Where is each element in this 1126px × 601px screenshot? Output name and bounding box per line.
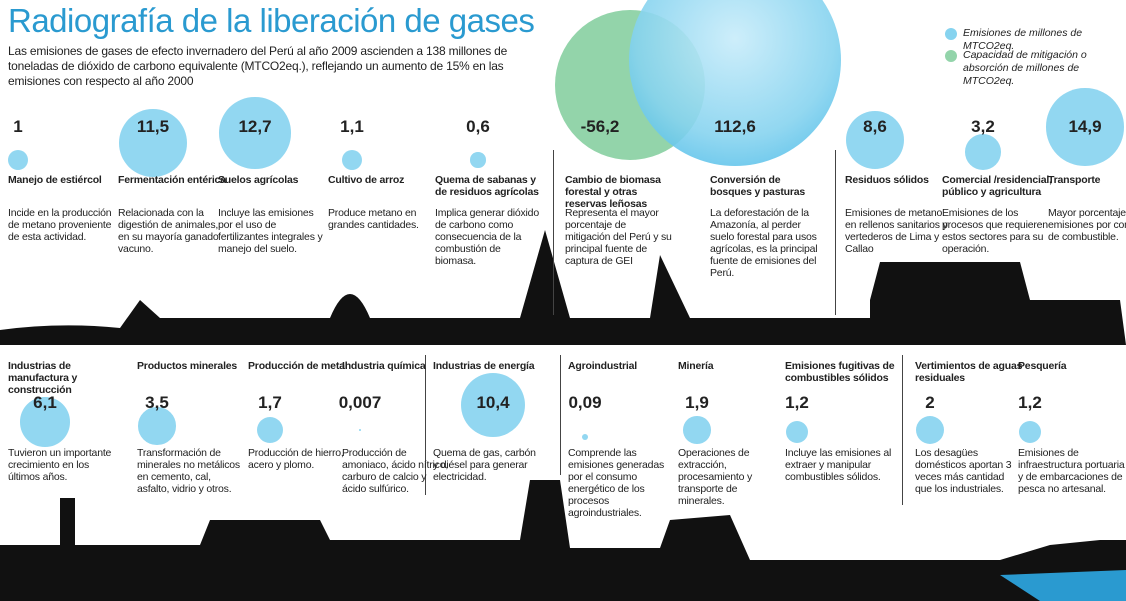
bubble: [786, 421, 808, 443]
legend-swatch: [945, 50, 957, 62]
item-description: Mayor porcentaje de emisiones por consum…: [1048, 207, 1126, 243]
title: Radiografía de la liberación de gases: [8, 2, 535, 39]
value-label: 1,9: [685, 393, 709, 412]
separator: [425, 355, 426, 495]
value-label: 12,7: [238, 117, 272, 136]
value-label: 3,2: [971, 117, 995, 136]
value-label: 1,7: [258, 393, 282, 412]
value-label: 6,1: [33, 393, 57, 412]
value-label: 14,9: [1068, 117, 1102, 136]
separator: [553, 150, 554, 315]
bubble: [359, 429, 361, 431]
value-label: 1,1: [340, 117, 364, 136]
item-name: Manejo de estiércol: [8, 174, 102, 186]
item-name: Fermentación entérica: [118, 174, 226, 186]
value-label: -56,2: [580, 117, 620, 136]
bubble: [628, 0, 842, 167]
item-description: Implica generar dióxido de carbono como …: [435, 207, 539, 267]
bubble: [219, 97, 291, 169]
value-label: 2: [925, 393, 935, 412]
item-description: Emisiones de los procesos que requieren …: [942, 207, 1048, 255]
item-name: Industrias de manufactura y construcción: [8, 360, 78, 396]
value-label: 1,2: [785, 393, 809, 412]
item-name: Emisiones fugitivas de combustibles sóli…: [785, 360, 895, 384]
separator: [560, 355, 561, 475]
item-description: Emisiones de infraestructura portuaria y…: [1018, 447, 1125, 495]
bubble: [256, 416, 284, 444]
bubble: [119, 109, 187, 177]
item-name: Quema de sabanas y de residuos agrícolas: [435, 174, 539, 198]
item-description: Los desagües domésticos aportan 3 veces …: [915, 447, 1012, 495]
item-name: Comercial /residencial, público y agricu…: [942, 174, 1052, 198]
value-label: 8,6: [863, 117, 887, 136]
item-description: Relacionada con la digestión de animales…: [118, 207, 219, 255]
item-description: Representa el mayor porcentaje de mitiga…: [565, 207, 672, 267]
legend-label: Capacidad de mitigación o absorción de m…: [963, 49, 1087, 87]
item-name: Cambio de biomasa forestal y otras reser…: [565, 174, 661, 210]
value-label: 11,5: [136, 117, 170, 136]
bubble: [20, 397, 70, 447]
bubble: [965, 134, 1001, 170]
item-name: Cultivo de arroz: [328, 174, 405, 186]
legend-swatch: [945, 28, 957, 40]
legend-label: Emisiones de millones de MTCO2eq.: [963, 27, 1083, 52]
item-description: Incluye las emisiones por el uso de fert…: [218, 207, 323, 255]
value-label: 0,007: [338, 393, 382, 412]
item-description: Produce metano en grandes cantidades.: [328, 207, 419, 231]
item-name: Pesquería: [1018, 360, 1067, 372]
value-label: 0,6: [466, 117, 490, 136]
item-name: Minería: [678, 360, 714, 372]
value-label: 112,6: [714, 117, 756, 136]
item-description: Incluye las emisiones al extraer y manip…: [785, 447, 892, 483]
item-description: Tuvieron un importante crecimiento en lo…: [8, 447, 112, 483]
bubble: [1046, 88, 1124, 166]
item-description: Producción de amoniaco, ácido nítrico, c…: [342, 447, 449, 495]
bubble: [341, 149, 363, 171]
item-description: Transformación de minerales no metálicos…: [137, 447, 240, 495]
item-name: Agroindustrial: [568, 360, 637, 372]
item-name: Industrias de energía: [433, 360, 535, 372]
item-name: Conversión de bosques y pasturas: [710, 174, 806, 198]
bubble: [1019, 421, 1041, 443]
value-label: 1: [13, 117, 23, 136]
bubble: [460, 372, 526, 438]
item-name: Transporte: [1048, 174, 1101, 186]
item-description: Operaciones de extracción, procesamiento…: [678, 447, 753, 507]
item-name: Suelos agrícolas: [218, 174, 299, 186]
bubble: [138, 407, 176, 445]
separator: [835, 150, 836, 315]
item-name: Producción de metal: [248, 360, 348, 372]
item-name: Residuos sólidos: [845, 174, 929, 186]
bubble: [683, 416, 711, 444]
value-label: 3,5: [145, 393, 169, 412]
item-name: Productos minerales: [137, 360, 238, 372]
separator: [902, 355, 903, 505]
bubble: [470, 152, 486, 168]
item-description: La deforestación de la Amazonía, al perd…: [710, 207, 818, 279]
item-description: Producción de hierro, acero y plomo.: [248, 447, 344, 471]
value-label: 10,4: [476, 393, 510, 412]
value-label: 1,2: [1018, 393, 1042, 412]
bubble: [582, 434, 588, 440]
bubble: [915, 415, 945, 445]
value-label: 0,09: [568, 393, 602, 412]
subtitle: Las emisiones de gases de efecto inverna…: [8, 44, 508, 88]
item-name: Vertimientos de aguas residuales: [915, 360, 1023, 384]
item-description: Incide en la producción de metano proven…: [8, 207, 112, 243]
bubble: [845, 110, 905, 170]
item-description: Comprende las emisiones generadas por el…: [568, 447, 665, 519]
item-name: Industria química: [342, 360, 426, 372]
item-description: Quema de gas, carbón y diésel para gener…: [433, 447, 536, 483]
item-description: Emisiones de metano en rellenos sanitari…: [845, 207, 948, 255]
bubble: [8, 150, 28, 170]
